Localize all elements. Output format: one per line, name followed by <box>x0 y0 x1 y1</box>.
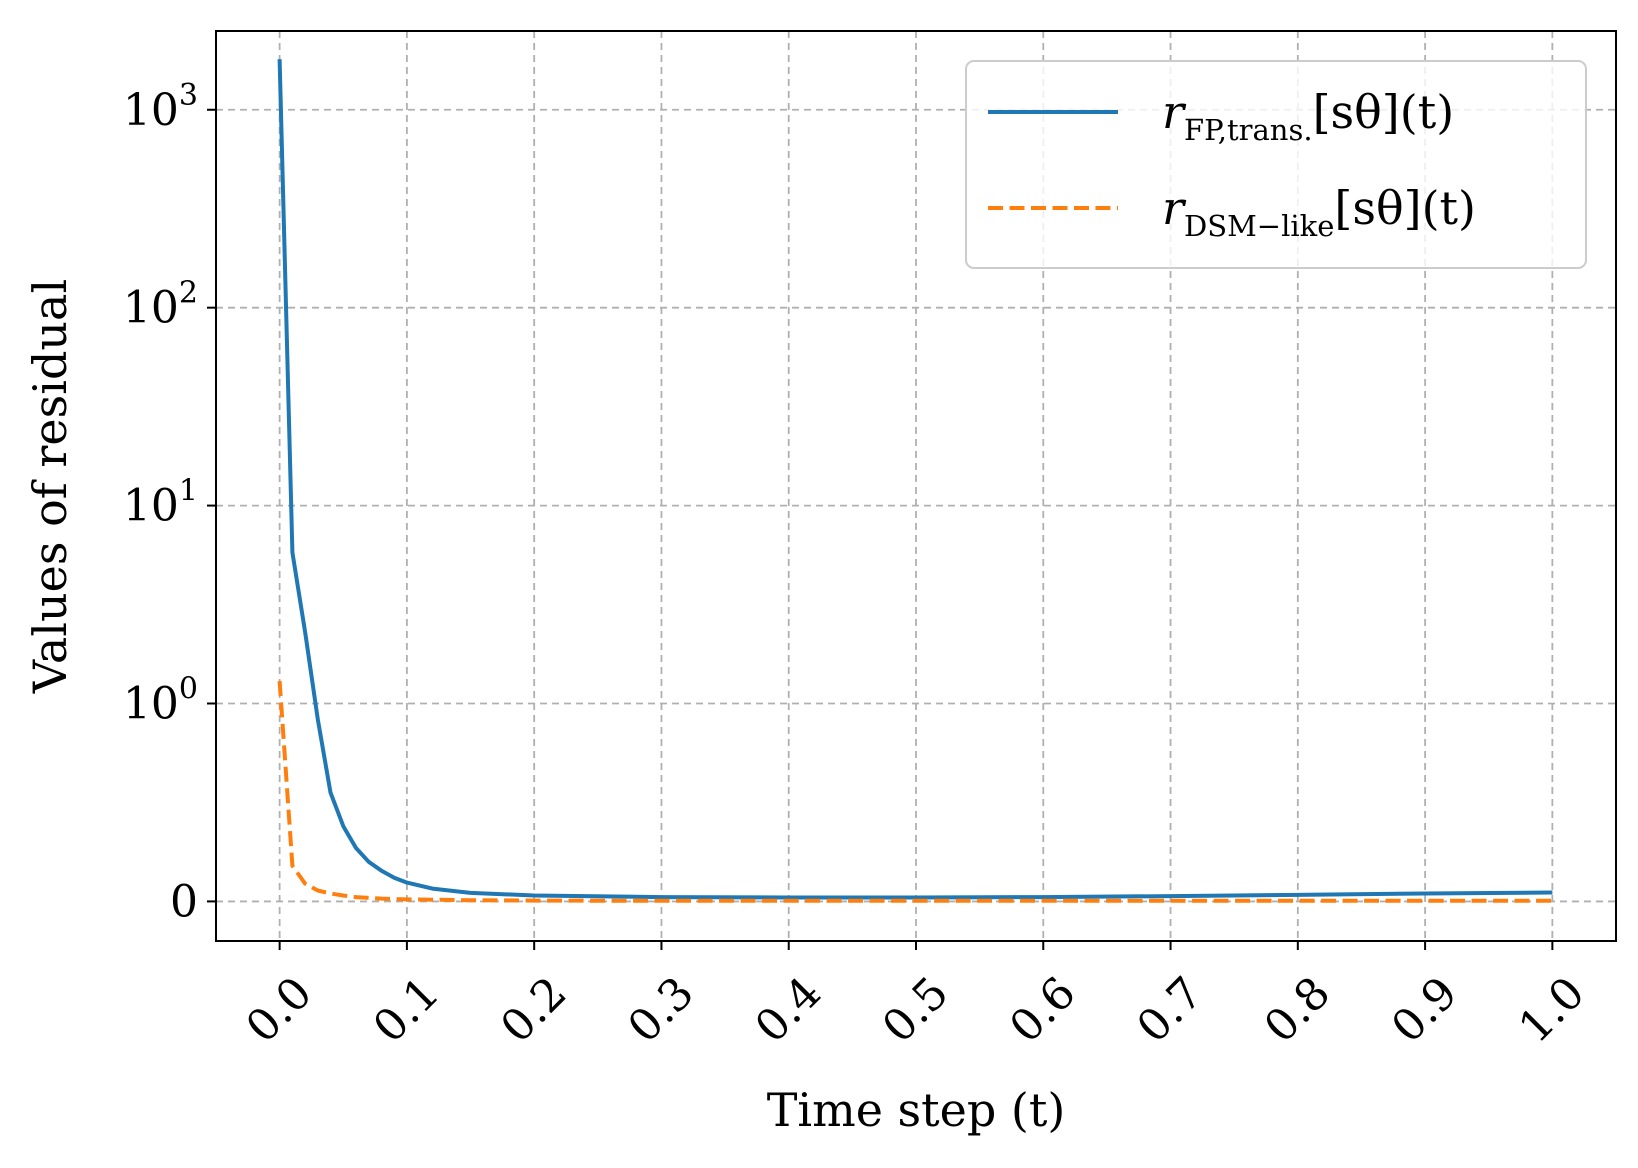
y-tick-exponent: 2 <box>179 276 198 311</box>
y-tick-exponent: 3 <box>179 78 198 113</box>
series-line <box>277 59 1553 900</box>
series-line <box>277 680 1553 903</box>
legend-label-main: r <box>1162 85 1187 139</box>
y-tick-exponent: 0 <box>179 672 198 707</box>
y-tick-exponent: 1 <box>179 474 198 509</box>
legend: rFP,trans.[sθ](t)rDSM−like[sθ](t) <box>965 60 1587 269</box>
legend-label-subscript: DSM−like <box>1184 209 1334 243</box>
y-tick-label: 0 <box>170 876 198 927</box>
x-axis-label: Time step (t) <box>767 1083 1066 1137</box>
legend-label-main: r <box>1162 181 1187 235</box>
legend-label: rFP,trans.[sθ](t) <box>1162 85 1454 147</box>
grid <box>216 31 1616 941</box>
legend-label-subscript: FP,trans. <box>1184 113 1313 147</box>
series-lines <box>277 59 1553 903</box>
y-axis-label: Values of residual <box>23 279 77 694</box>
legend-label-rest: [sθ](t) <box>1334 181 1476 235</box>
legend-box <box>965 60 1587 269</box>
legend-label: rDSM−like[sθ](t) <box>1162 181 1476 243</box>
legend-label-rest: [sθ](t) <box>1313 85 1455 139</box>
